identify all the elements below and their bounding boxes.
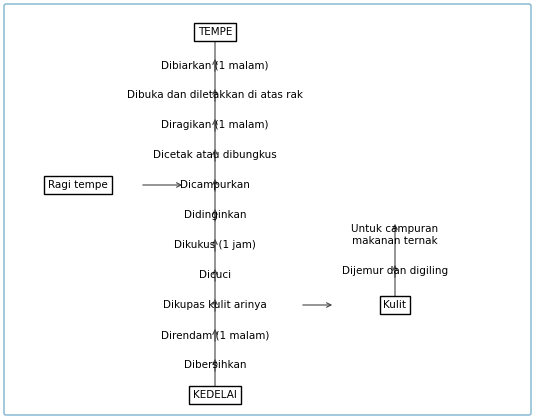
Text: Kulit: Kulit: [384, 300, 407, 310]
Text: Untuk campuran
makanan ternak: Untuk campuran makanan ternak: [351, 224, 439, 246]
Text: Dibersihkan: Dibersihkan: [184, 360, 246, 370]
Text: Didinginkan: Didinginkan: [184, 210, 246, 220]
Text: Dikupas kulit arinya: Dikupas kulit arinya: [163, 300, 267, 310]
Text: Dijemur dan digiling: Dijemur dan digiling: [342, 266, 448, 276]
Text: KEDELAI: KEDELAI: [193, 390, 237, 400]
Text: Direndam (1 malam): Direndam (1 malam): [161, 330, 269, 340]
Text: Dibiarkan (1 malam): Dibiarkan (1 malam): [161, 60, 269, 70]
Text: TEMPE: TEMPE: [198, 27, 232, 37]
Text: Ragi tempe: Ragi tempe: [48, 180, 108, 190]
Text: Dicetak atau dibungkus: Dicetak atau dibungkus: [153, 150, 277, 160]
FancyBboxPatch shape: [4, 4, 531, 415]
Text: Dicampurkan: Dicampurkan: [180, 180, 250, 190]
Text: Dicuci: Dicuci: [199, 270, 231, 280]
Text: Diragikan (1 malam): Diragikan (1 malam): [161, 120, 269, 130]
Text: Dikukus (1 jam): Dikukus (1 jam): [174, 240, 256, 250]
Text: Dibuka dan diletakkan di atas rak: Dibuka dan diletakkan di atas rak: [127, 90, 303, 100]
